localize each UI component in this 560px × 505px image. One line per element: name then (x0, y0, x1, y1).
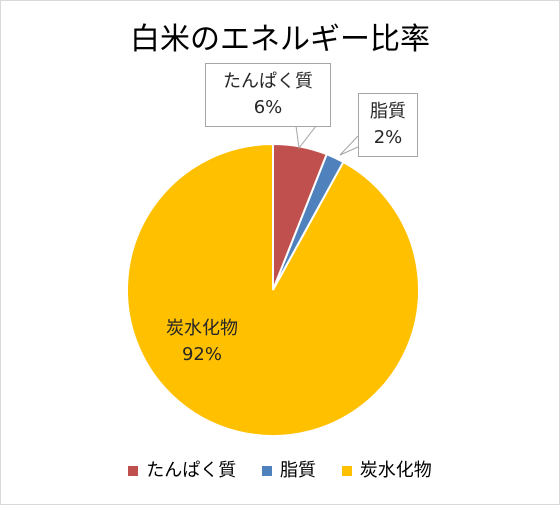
data-label-carbohydrate-value: 92% (181, 344, 222, 365)
data-label-fat: 脂質 2% (358, 93, 418, 157)
legend-swatch-carbohydrate (341, 466, 352, 476)
data-label-protein-name: たんぱく質 (223, 71, 313, 92)
data-label-protein: たんぱく質 6% (205, 63, 331, 127)
callout-pointer-fat (339, 135, 359, 156)
data-label-carbohydrate: 炭水化物 92% (160, 312, 244, 372)
data-label-fat-name: 脂質 (370, 101, 406, 122)
chart-title: 白米のエネルギー比率 (130, 22, 430, 57)
legend: たんぱく質 脂質 炭水化物 (0, 456, 560, 482)
legend-item-protein: たんぱく質 (128, 456, 236, 482)
data-label-protein-value: 6% (253, 97, 283, 118)
legend-label-fat: 脂質 (280, 460, 316, 481)
legend-label-carbohydrate: 炭水化物 (359, 460, 432, 481)
legend-item-carbohydrate: 炭水化物 (341, 456, 432, 482)
data-label-fat-value: 2% (373, 127, 403, 148)
slice-carbohydrate (126, 142, 420, 437)
callout-pointer-protein (295, 125, 317, 150)
legend-swatch-protein (128, 466, 139, 476)
legend-item-fat: 脂質 (262, 456, 316, 482)
data-label-carbohydrate-name: 炭水化物 (166, 318, 238, 339)
legend-swatch-fat (262, 466, 272, 476)
legend-label-protein: たんぱく質 (146, 460, 237, 481)
